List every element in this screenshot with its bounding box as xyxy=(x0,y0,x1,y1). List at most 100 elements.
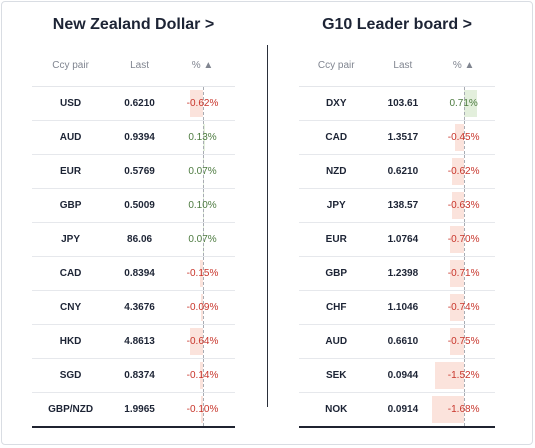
table-row[interactable]: EUR 1.0764 -0.70% xyxy=(299,222,495,257)
g10-table-body: DXY 103.61 0.71% CAD 1.3517 -0.45% NZD 0.6210 -0… xyxy=(299,86,495,428)
pct-change-bar xyxy=(463,89,477,117)
pct-change-value: -0.09% xyxy=(186,301,219,313)
pct-change-cell: -0.74% xyxy=(432,290,495,325)
pct-change-bar xyxy=(450,225,464,253)
nzd-panel-title-link[interactable]: New Zealand Dollar > xyxy=(52,16,215,33)
ccy-pair-cell: EUR xyxy=(299,222,374,257)
table-row[interactable]: CAD 1.3517 -0.45% xyxy=(299,120,495,155)
zero-line xyxy=(202,86,204,120)
pct-change-value: -0.14% xyxy=(186,369,219,381)
ccy-pair-cell: USD xyxy=(32,86,110,121)
table-row[interactable]: NOK 0.0914 -1.68% xyxy=(299,392,495,428)
pct-change-value: 0.07% xyxy=(188,165,217,177)
pct-change-value: -0.71% xyxy=(447,267,480,279)
g10-rates-table: Ccy pair Last % ▲ DXY 103.61 0.71% CAD 1.351… xyxy=(299,46,495,428)
table-row[interactable]: AUD 0.6610 -0.75% xyxy=(299,324,495,359)
pct-change-bar xyxy=(199,259,203,287)
pct-change-cell: -0.62% xyxy=(432,154,495,189)
last-price-cell: 1.2398 xyxy=(373,256,433,291)
header-last[interactable]: Last xyxy=(109,46,171,87)
pct-change-value: -0.74% xyxy=(447,301,480,313)
zero-line xyxy=(463,154,465,188)
ccy-pair-cell: HKD xyxy=(32,324,110,359)
last-price-cell: 0.5009 xyxy=(109,188,171,223)
pct-change-cell: -0.45% xyxy=(432,120,495,155)
table-row[interactable]: EUR 0.5769 0.07% xyxy=(32,154,235,189)
pct-change-value: 0.13% xyxy=(188,131,217,143)
pct-change-bar xyxy=(200,395,203,423)
header-pct-sort[interactable]: % ▲ xyxy=(170,46,235,87)
table-row[interactable]: GBP/NZD 1.9965 -0.10% xyxy=(32,392,235,428)
table-row[interactable]: CAD 0.8394 -0.15% xyxy=(32,256,235,291)
nzd-table-body: USD 0.6210 -0.62% AUD 0.9394 0.13% EUR 0.5769 0.… xyxy=(32,86,235,428)
table-row[interactable]: JPY 138.57 -0.63% xyxy=(299,188,495,223)
pct-change-value: -0.45% xyxy=(447,131,480,143)
zero-line xyxy=(202,392,204,426)
table-row[interactable]: GBP 0.5009 0.10% xyxy=(32,188,235,223)
zero-line xyxy=(202,256,204,290)
pct-change-cell: -0.14% xyxy=(170,358,235,393)
zero-line xyxy=(463,324,465,358)
table-row[interactable]: AUD 0.9394 0.13% xyxy=(32,120,235,155)
pct-change-cell: -0.10% xyxy=(170,392,235,428)
table-row[interactable]: DXY 103.61 0.71% xyxy=(299,86,495,121)
zero-line xyxy=(463,358,465,392)
zero-line xyxy=(463,222,465,256)
pct-change-value: -0.62% xyxy=(447,165,480,177)
ccy-pair-cell: CAD xyxy=(299,120,374,155)
pct-change-bar xyxy=(200,293,203,321)
header-ccy-pair[interactable]: Ccy pair xyxy=(299,46,374,87)
last-price-cell: 4.8613 xyxy=(109,324,171,359)
pct-change-bar xyxy=(190,89,203,117)
pct-change-value: -0.63% xyxy=(447,199,480,211)
zero-line xyxy=(463,392,465,426)
pct-change-value: 0.71% xyxy=(449,97,478,109)
zero-line xyxy=(202,324,204,358)
pct-change-bar xyxy=(451,191,464,219)
table-row[interactable]: GBP 1.2398 -0.71% xyxy=(299,256,495,291)
last-price-cell: 1.9965 xyxy=(109,392,171,428)
panel-divider xyxy=(267,45,268,407)
last-price-cell: 0.8394 xyxy=(109,256,171,291)
pct-change-bar xyxy=(199,361,203,389)
pct-change-bar xyxy=(435,361,464,389)
table-row[interactable]: CHF 1.1046 -0.74% xyxy=(299,290,495,325)
last-price-cell: 0.0944 xyxy=(373,358,433,393)
pct-change-cell: 0.71% xyxy=(432,86,495,121)
last-price-cell: 1.1046 xyxy=(373,290,433,325)
ccy-pair-cell: DXY xyxy=(299,86,374,121)
pct-change-cell: 0.07% xyxy=(170,154,235,189)
pct-change-value: -0.62% xyxy=(186,97,219,109)
pct-change-cell: -0.70% xyxy=(432,222,495,257)
pct-change-cell: -0.15% xyxy=(170,256,235,291)
zero-line xyxy=(463,120,465,154)
ccy-pair-cell: CNY xyxy=(32,290,110,325)
ccy-pair-cell: GBP/NZD xyxy=(32,392,110,428)
ccy-pair-cell: CHF xyxy=(299,290,374,325)
last-price-cell: 103.61 xyxy=(373,86,433,121)
zero-line xyxy=(463,86,465,120)
table-row[interactable]: SGD 0.8374 -0.14% xyxy=(32,358,235,393)
ccy-pair-cell: GBP xyxy=(299,256,374,291)
pct-change-cell: -0.63% xyxy=(432,188,495,223)
header-pct-sort[interactable]: % ▲ xyxy=(432,46,495,87)
table-row[interactable]: JPY 86.06 0.07% xyxy=(32,222,235,257)
header-ccy-pair[interactable]: Ccy pair xyxy=(32,46,110,87)
table-row[interactable]: SEK 0.0944 -1.52% xyxy=(299,358,495,393)
table-row[interactable]: NZD 0.6210 -0.62% xyxy=(299,154,495,189)
pct-change-value: -0.10% xyxy=(186,403,219,415)
pct-change-value: -0.75% xyxy=(447,335,480,347)
ccy-pair-cell: NOK xyxy=(299,392,374,428)
zero-line xyxy=(202,358,204,392)
header-last[interactable]: Last xyxy=(373,46,433,87)
table-row[interactable]: HKD 4.8613 -0.64% xyxy=(32,324,235,359)
pct-change-bar xyxy=(455,123,464,151)
table-row[interactable]: USD 0.6210 -0.62% xyxy=(32,86,235,121)
pct-change-cell: 0.10% xyxy=(170,188,235,223)
zero-line xyxy=(463,290,465,324)
nzd-rates-table: Ccy pair Last % ▲ USD 0.6210 -0.62% AUD 0.93… xyxy=(32,46,235,428)
pct-change-bar xyxy=(190,327,203,355)
table-row[interactable]: CNY 4.3676 -0.09% xyxy=(32,290,235,325)
g10-panel-title-link[interactable]: G10 Leader board > xyxy=(322,16,472,33)
